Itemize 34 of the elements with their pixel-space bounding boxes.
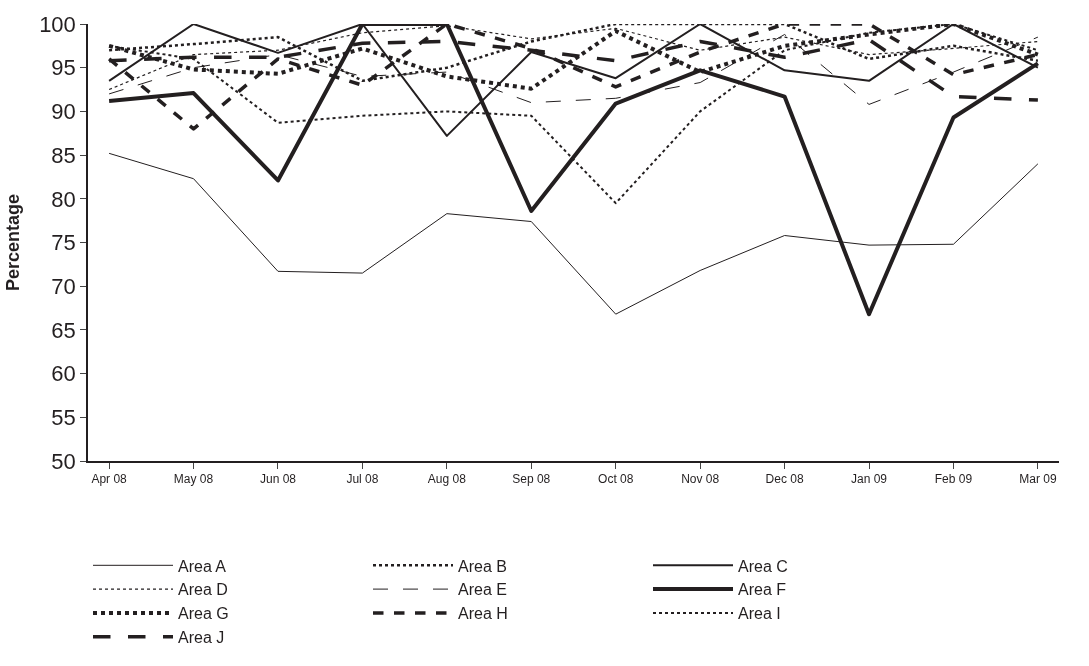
legend-label: Area C <box>738 557 788 575</box>
x-tick-label: Sep 08 <box>512 472 551 487</box>
x-tick-label: Jun 08 <box>259 472 297 487</box>
x-tick-label: Aug 08 <box>427 472 467 487</box>
y-tick-label: 85 <box>51 142 76 168</box>
y-tick-label: 100 <box>39 11 76 37</box>
legend-label: Area B <box>458 557 507 575</box>
y-tick-label: 75 <box>51 230 76 256</box>
legend-label: Area J <box>178 628 225 646</box>
x-tick-label: Jul 08 <box>346 472 379 487</box>
x-tick-label: Oct 08 <box>598 472 634 487</box>
legend-label: Area G <box>178 605 229 623</box>
y-tick-label: 65 <box>51 317 76 343</box>
x-tick-label: Nov 08 <box>681 472 720 487</box>
legend-label: Area A <box>178 557 227 575</box>
x-tick-label: Apr 08 <box>91 472 128 487</box>
y-tick-label: 55 <box>51 405 76 430</box>
x-tick-label: Dec 08 <box>765 472 804 487</box>
y-tick-label: 90 <box>51 99 76 125</box>
legend-label: Area D <box>178 581 228 599</box>
y-tick-label: 70 <box>51 273 76 299</box>
x-tick-label: Jan 09 <box>851 472 888 487</box>
y-tick-label: 80 <box>51 186 76 212</box>
y-tick-label: 50 <box>51 448 76 474</box>
legend-label: Area E <box>458 581 507 599</box>
legend-label: Area F <box>738 581 787 599</box>
legend-label: Area I <box>738 605 781 623</box>
x-tick-label: Mar 09 <box>1019 472 1057 487</box>
y-axis-title: Percentage <box>2 193 23 292</box>
legend-label: Area H <box>458 605 508 623</box>
x-tick-label: Feb 09 <box>934 472 973 487</box>
y-tick-label: 60 <box>51 361 76 387</box>
x-tick-label: May 08 <box>173 472 214 487</box>
y-tick-label: 95 <box>51 55 76 81</box>
